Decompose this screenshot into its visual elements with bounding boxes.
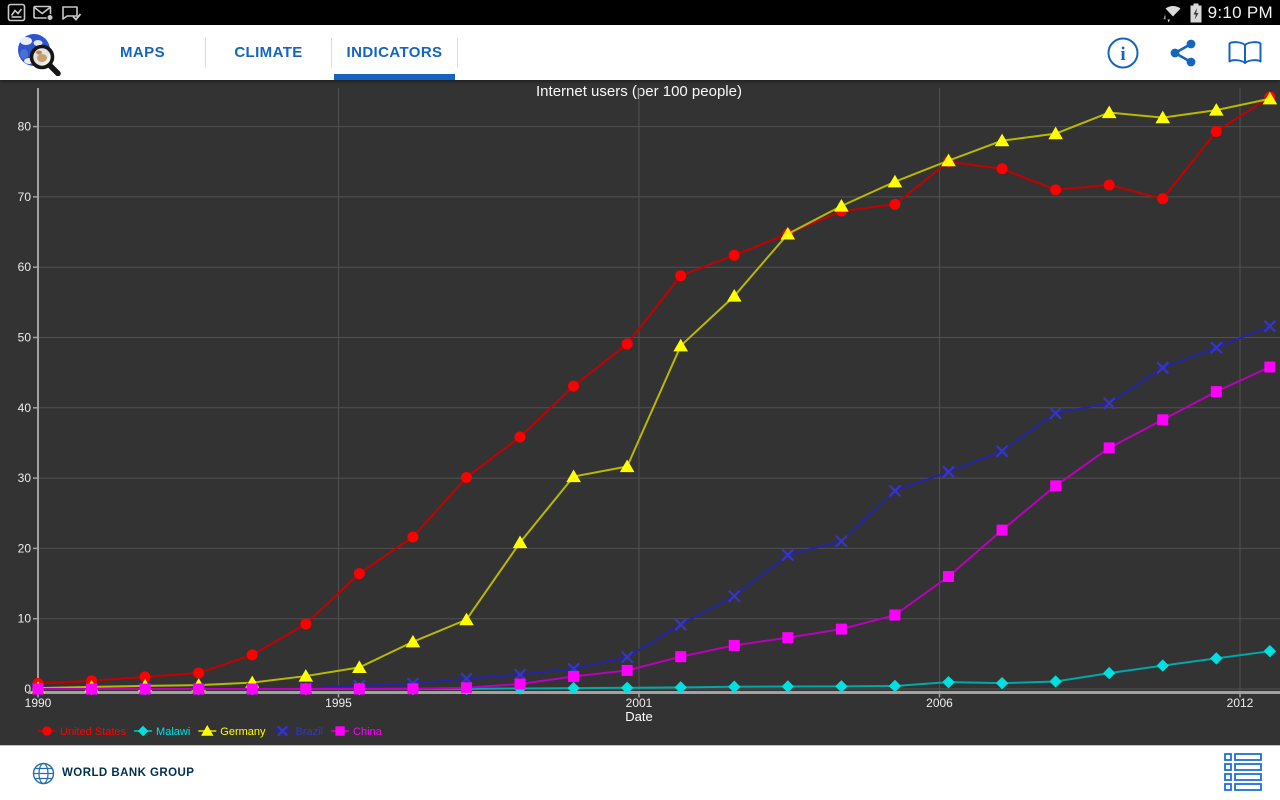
x-tick-label: 1995 <box>325 696 352 710</box>
series-germany <box>30 91 1278 694</box>
tab-maps[interactable]: MAPS <box>80 25 205 80</box>
share-icon <box>1170 39 1196 66</box>
app-bar-actions: i <box>1106 25 1280 80</box>
footer-bar: WORLD BANK GROUP <box>0 745 1280 800</box>
y-tick-label: 0 <box>24 682 31 696</box>
system-status-area: 9:10 PM <box>1162 3 1273 23</box>
tab-climate[interactable]: CLIMATE <box>206 25 331 80</box>
y-tick-label: 60 <box>18 260 32 274</box>
battery-charging-icon <box>1190 3 1202 22</box>
info-icon: i <box>1107 37 1139 68</box>
book-button[interactable] <box>1226 37 1264 69</box>
legend-item-brazil: Brazil <box>273 725 324 738</box>
series-line <box>38 366 1271 690</box>
globe-magnifier-icon <box>18 33 61 76</box>
tab-climate-label: CLIMATE <box>234 44 303 61</box>
x-tick-label: 2006 <box>926 696 953 710</box>
x-tick-label: 2012 <box>1227 696 1254 710</box>
series-malawi <box>31 644 1277 696</box>
legend-label: China <box>353 726 383 738</box>
list-icon <box>1224 752 1262 791</box>
series-china <box>32 361 1276 695</box>
legend-item-china: China <box>331 726 383 738</box>
world-bank-brand: WORLD BANK GROUP <box>32 762 194 785</box>
legend-item-germany: Germany <box>198 725 266 738</box>
tab-divider <box>457 37 458 68</box>
screenshot-icon <box>7 3 26 22</box>
y-tick-label: 40 <box>18 401 32 415</box>
app-logo[interactable] <box>0 25 80 80</box>
series-united-states <box>32 91 1276 690</box>
legend-label: United States <box>60 726 127 738</box>
book-icon <box>1228 40 1262 64</box>
series-brazil <box>31 319 1277 696</box>
y-tick-label: 20 <box>18 541 32 555</box>
x-axis-title: Date <box>625 709 652 724</box>
series-line <box>37 97 1271 690</box>
tab-divider <box>331 37 332 68</box>
info-button[interactable]: i <box>1106 36 1140 70</box>
legend-item-malawi: Malawi <box>134 725 190 738</box>
legend-item-united-states: United States <box>38 726 127 738</box>
status-bar: 9:10 PM <box>0 0 1280 25</box>
indicator-line-chart: Internet users (per 100 people)010203040… <box>18 83 1280 738</box>
x-tick-label: 1990 <box>25 696 52 710</box>
y-tick-label: 80 <box>18 120 32 134</box>
legend-label: Malawi <box>156 726 190 738</box>
x-tick-label: 2001 <box>626 696 653 710</box>
tab-divider <box>205 37 206 68</box>
notification-area <box>7 3 82 22</box>
clock: 9:10 PM <box>1207 2 1273 22</box>
tab-indicators[interactable]: INDICATORS <box>332 25 457 80</box>
indicator-list-button[interactable] <box>1224 752 1262 795</box>
worldbank-globe-logo <box>32 762 55 784</box>
svg-text:i: i <box>1120 44 1125 65</box>
app-bar: MAPS CLIMATE INDICATORS i <box>0 25 1280 80</box>
y-tick-label: 70 <box>18 190 32 204</box>
wifi-icon <box>1162 5 1181 22</box>
share-button[interactable] <box>1167 36 1199 70</box>
y-tick-label: 50 <box>18 331 32 345</box>
message-check-icon <box>62 6 82 21</box>
tab-indicators-label: INDICATORS <box>346 44 443 61</box>
legend-label: Germany <box>220 726 266 738</box>
series-line <box>38 325 1271 690</box>
y-tick-label: 30 <box>18 471 32 485</box>
tab-maps-label: MAPS <box>120 44 165 61</box>
y-tick-label: 10 <box>18 612 32 626</box>
legend-label: Brazil <box>296 726 324 738</box>
brand-text: WORLD BANK GROUP <box>62 767 195 779</box>
chart-area[interactable]: Internet users (per 100 people) 0 10 20 30 40… <box>0 80 1280 745</box>
email-icon <box>33 5 54 21</box>
series-line <box>37 96 1271 685</box>
